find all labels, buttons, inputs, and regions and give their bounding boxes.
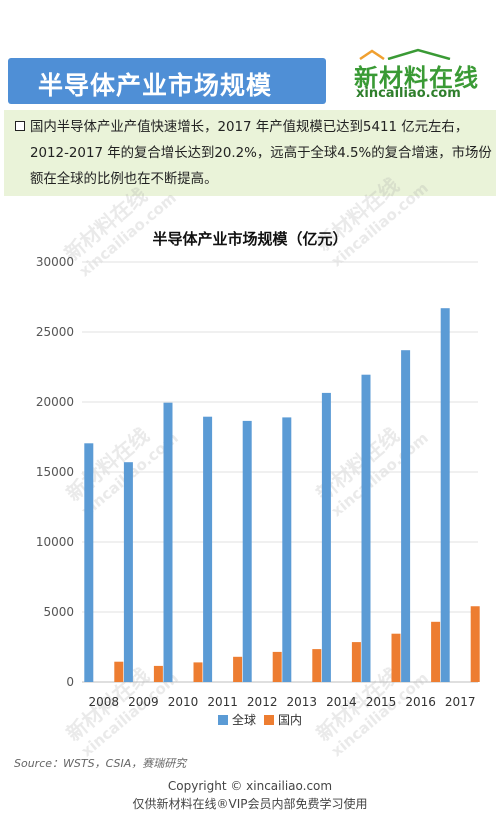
y-tick-label: 0	[66, 675, 74, 689]
bar-domestic	[153, 665, 163, 682]
x-tick-label: 2011	[207, 695, 238, 709]
bar-domestic	[391, 633, 401, 682]
legend-label: 全球	[232, 712, 256, 727]
logo-name: 新材料在线	[354, 64, 479, 92]
bar-global	[123, 462, 133, 682]
title-banner: 半导体产业市场规模	[8, 58, 326, 104]
bar-domestic	[272, 651, 282, 682]
bar-chart: 半导体产业市场规模（亿元） 0 5000 10000 15000 20000 25000 30…	[36, 230, 480, 727]
bar-domestic	[351, 642, 361, 682]
footer-note: 仅供新材料在线®VIP会员内部免费学习使用	[132, 797, 368, 811]
bullet-square-icon	[15, 121, 25, 131]
bar-domestic	[233, 656, 243, 682]
y-tick-label: 10000	[36, 535, 74, 549]
logo-roof-icon	[359, 48, 451, 60]
bar-domestic	[431, 621, 441, 682]
logo: 新材料在线 xincailiao.com	[352, 46, 487, 102]
y-tick-label: 15000	[36, 465, 74, 479]
legend-swatch	[218, 715, 228, 725]
bar-global	[203, 416, 213, 682]
summary-text: 国内半导体产业产值快速增长，2017 年产值规模已达到5411 亿元左右，201…	[30, 120, 492, 187]
logo-url: xincailiao.com	[356, 86, 461, 101]
y-tick-label: 30000	[36, 255, 74, 269]
legend-label: 国内	[278, 713, 302, 727]
page-title: 半导体产业市场规模	[38, 71, 273, 100]
bar-domestic	[312, 649, 322, 682]
source-note: Source：WSTS，CSIA，赛瑞研究	[14, 757, 187, 770]
top-strip	[0, 0, 500, 18]
x-tick-label: 2012	[247, 695, 278, 709]
footer-copyright: Copyright © xincailiao.com	[167, 779, 333, 793]
y-tick-label: 5000	[43, 605, 74, 619]
bar-global	[282, 417, 292, 682]
y-tick-label: 20000	[36, 395, 74, 409]
bar-domestic	[193, 662, 203, 682]
bar-domestic	[470, 606, 480, 682]
bar-global	[84, 443, 94, 682]
x-tick-label: 2014	[326, 695, 357, 709]
bar-global	[321, 392, 331, 682]
bar-domestic	[114, 661, 124, 682]
x-tick-label: 2015	[366, 695, 397, 709]
summary-box: 国内半导体产业产值快速增长，2017 年产值规模已达到5411 亿元左右，201…	[4, 110, 496, 196]
x-tick-label: 2013	[287, 695, 318, 709]
x-tick-label: 2010	[168, 695, 199, 709]
x-tick-label: 2008	[89, 695, 120, 709]
x-tick-label: 2016	[405, 695, 436, 709]
bar-global	[361, 374, 371, 682]
y-tick-label: 25000	[36, 325, 74, 339]
x-tick-label: 2009	[128, 695, 159, 709]
bar-global	[401, 350, 411, 682]
bar-global	[440, 308, 450, 682]
bar-global	[242, 420, 252, 682]
chart-title: 半导体产业市场规模（亿元）	[152, 230, 347, 248]
x-tick-label: 2017	[445, 695, 476, 709]
bar-global	[163, 402, 173, 682]
legend-swatch	[264, 715, 274, 725]
